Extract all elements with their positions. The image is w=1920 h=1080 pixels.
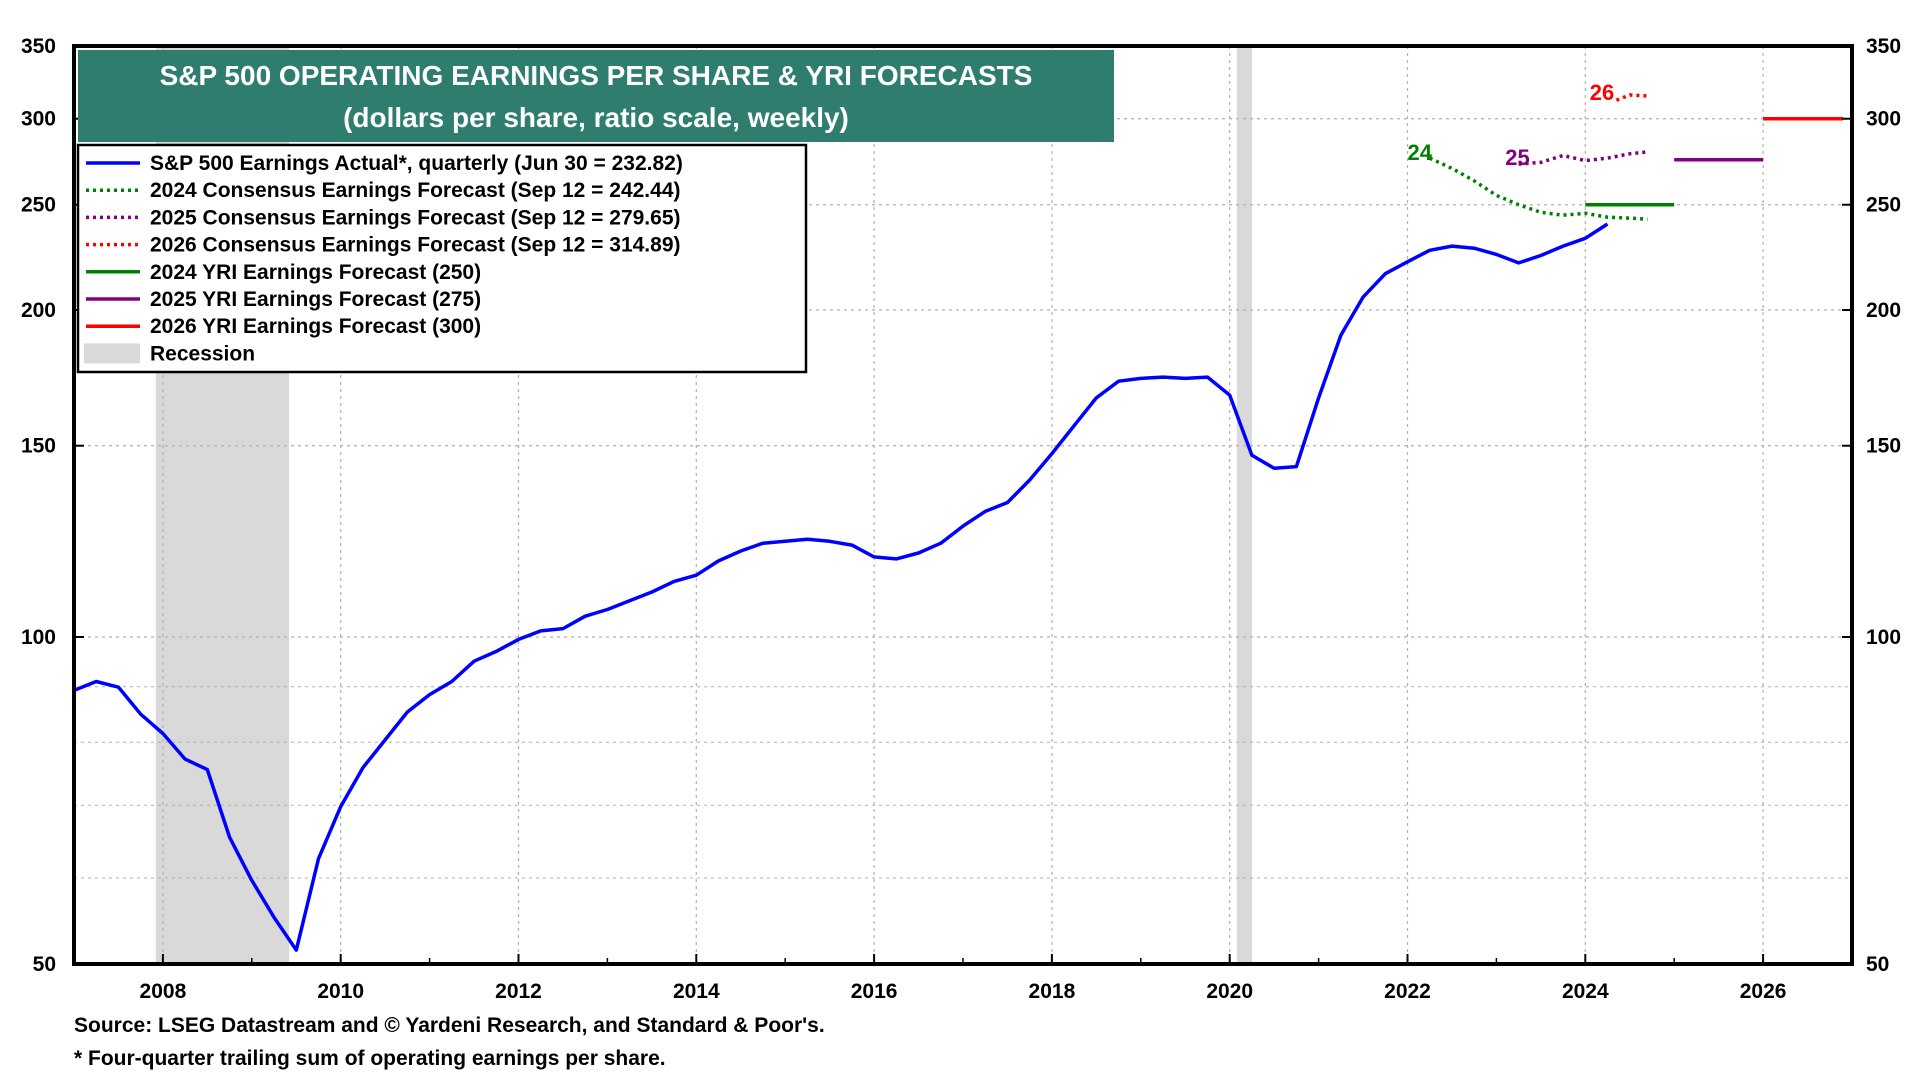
x-tick-label: 2026 [1740, 980, 1787, 1003]
y-tick-label-right: 200 [1866, 299, 1901, 322]
x-tick-label: 2018 [1029, 980, 1076, 1003]
x-tick-label: 2016 [851, 980, 898, 1003]
legend-label-3: 2026 Consensus Earnings Forecast (Sep 12… [150, 234, 681, 257]
title-box: S&P 500 OPERATING EARNINGS PER SHARE & Y… [78, 50, 1114, 142]
legend-label-1: 2024 Consensus Earnings Forecast (Sep 12… [150, 179, 681, 202]
annotation-label-25: 25 [1505, 145, 1529, 170]
y-tick-label-left: 200 [21, 299, 56, 322]
series-line-0 [73, 222, 1609, 952]
y-tick-label-right: 50 [1866, 953, 1889, 976]
x-tick-label: 2024 [1562, 980, 1609, 1003]
y-tick-label-left: 150 [21, 435, 56, 458]
y-tick-label-left: 100 [21, 626, 56, 649]
legend-label-7: Recession [150, 342, 255, 365]
series-line-2 [1518, 150, 1648, 166]
x-tick-label: 2022 [1384, 980, 1431, 1003]
x-tick-label: 2014 [673, 980, 720, 1003]
x-tick-label: 2012 [495, 980, 542, 1003]
y-tick-label-left: 250 [21, 194, 56, 217]
x-tick-label: 2008 [140, 980, 187, 1003]
legend-label-2: 2025 Consensus Earnings Forecast (Sep 12… [150, 206, 681, 229]
legend-label-4: 2024 YRI Earnings Forecast (250) [150, 261, 481, 284]
annotations: 24 25 26 [1408, 80, 1615, 170]
axes: 2008 2010 2012 2014 2016 2018 2020 2022 2024 2026… [21, 35, 1901, 1003]
annotation-label-26: 26 [1590, 80, 1614, 105]
x-tick-label: 2020 [1206, 980, 1253, 1003]
legend-label-0: S&P 500 Earnings Actual*, quarterly (Jun… [150, 152, 683, 175]
footnote: * Four-quarter trailing sum of operating… [74, 1047, 666, 1070]
y-tick-label-left: 350 [21, 35, 56, 58]
source-note: Source: LSEG Datastream and © Yardeni Re… [74, 1014, 825, 1037]
y-tick-label-right: 350 [1866, 35, 1901, 58]
recession-band-1 [1236, 46, 1252, 964]
legend-label-5: 2025 YRI Earnings Forecast (275) [150, 288, 481, 311]
annotation-label-24: 24 [1408, 140, 1433, 165]
legend-swatch-recession [84, 343, 140, 364]
y-tick-label-right: 300 [1866, 108, 1901, 131]
legend: S&P 500 Earnings Actual*, quarterly (Jun… [76, 143, 808, 374]
y-tick-label-right: 250 [1866, 194, 1901, 217]
y-tick-label-left: 300 [21, 108, 56, 131]
y-tick-label-right: 150 [1866, 435, 1901, 458]
series-line-3 [1615, 93, 1648, 102]
legend-label-6: 2026 YRI Earnings Forecast (300) [150, 315, 481, 338]
chart-title: S&P 500 OPERATING EARNINGS PER SHARE & Y… [160, 60, 1033, 91]
series-line-1 [1428, 156, 1648, 221]
x-tick-label: 2010 [317, 980, 364, 1003]
y-tick-label-left: 50 [33, 953, 56, 976]
chart-subtitle: (dollars per share, ratio scale, weekly) [343, 102, 849, 133]
series-lines [73, 93, 1844, 952]
y-tick-label-right: 100 [1866, 626, 1901, 649]
